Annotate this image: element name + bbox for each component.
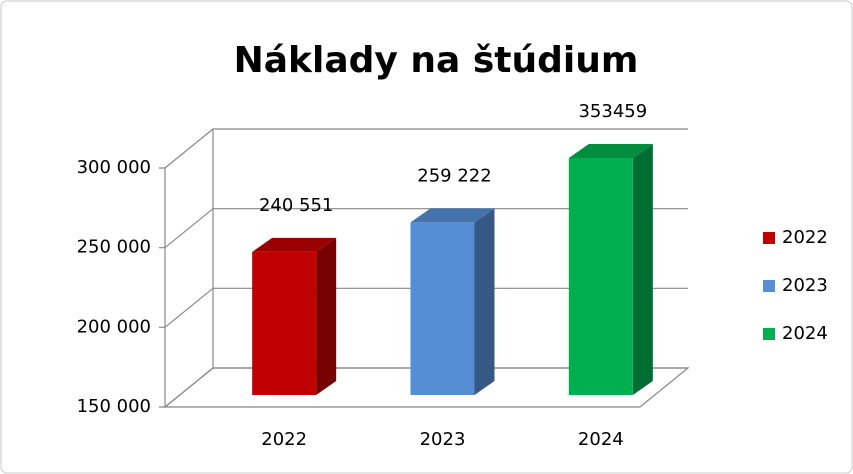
data-label: 240 551 <box>259 195 333 216</box>
bar <box>410 222 475 395</box>
bar-top <box>410 208 495 223</box>
legend-label: 2023 <box>782 275 828 296</box>
grid-line <box>159 128 688 169</box>
bar-side <box>632 144 653 395</box>
bar-side <box>316 237 337 395</box>
data-label: 259 222 <box>417 165 491 186</box>
bar-top <box>252 237 337 252</box>
x-tick-label: 2023 <box>420 429 466 450</box>
bar <box>252 251 317 395</box>
x-tick-label: 2022 <box>261 429 307 450</box>
y-tick-label: 300 000 <box>77 157 151 178</box>
legend-label: 2024 <box>782 323 828 344</box>
y-tick-label: 250 000 <box>77 237 151 258</box>
legend-swatch <box>763 328 775 340</box>
bar-top <box>568 144 653 158</box>
legend-label: 2022 <box>782 227 828 248</box>
legend-swatch <box>763 232 775 244</box>
y-tick-label: 200 000 <box>77 316 151 337</box>
bar-side <box>474 208 495 395</box>
y-tick-label: 150 000 <box>77 396 151 417</box>
x-tick-label: 2024 <box>578 429 624 450</box>
chart-title: Náklady na štúdium <box>234 40 639 81</box>
legend-swatch <box>763 280 775 292</box>
bar <box>568 158 633 395</box>
data-label: 353459 <box>578 101 647 122</box>
